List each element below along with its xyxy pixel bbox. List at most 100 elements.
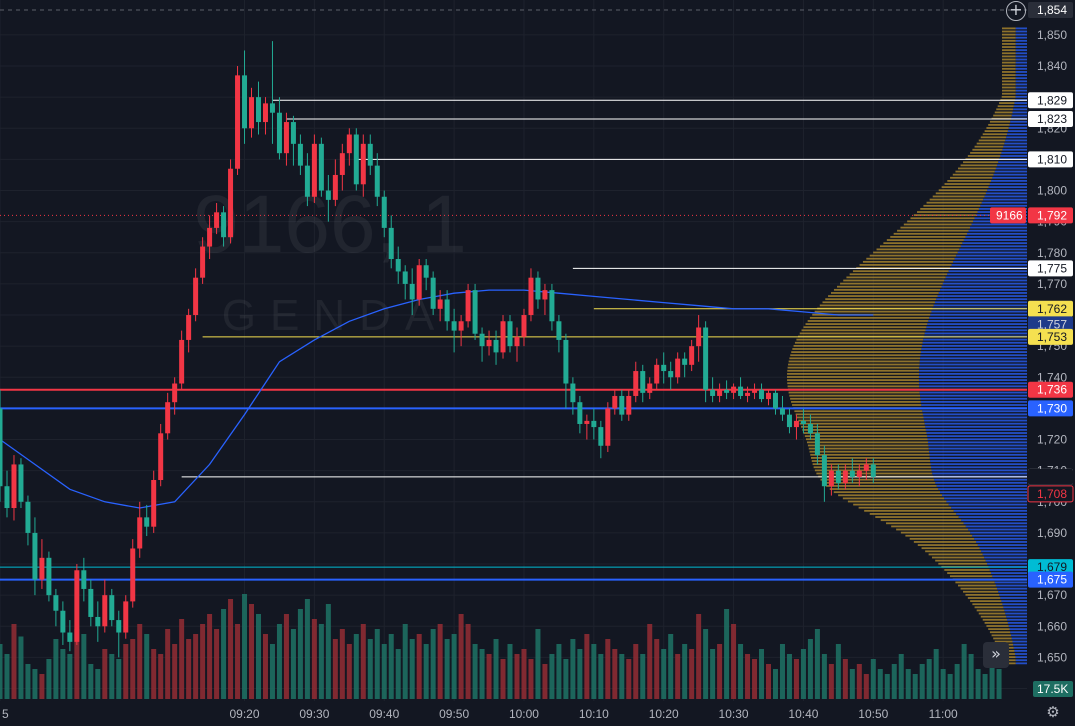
volume-profile-bar [793, 344, 922, 347]
volume-profile-bar-blue [1011, 637, 1027, 640]
volume-profile-bar-blue [970, 531, 1027, 534]
volume-profile-bar-blue [984, 195, 1027, 198]
volume-profile-bar-blue [1007, 618, 1027, 621]
volume-profile-bar [833, 491, 941, 494]
volume-profile-bar [944, 569, 990, 571]
volume-bar [591, 644, 597, 699]
volume-profile-bar-blue [1015, 95, 1027, 98]
volume-profile-bar-blue [1013, 108, 1027, 111]
volume-profile-bar [820, 478, 935, 481]
volume-bar [360, 624, 366, 699]
level-price-tag-bg [1028, 260, 1073, 277]
volume-bar [144, 634, 150, 699]
volume-profile-bar [828, 295, 938, 297]
volume-bar [556, 644, 562, 699]
volume-bar [912, 674, 918, 699]
candle-body [486, 339, 492, 347]
volume-bar [814, 629, 820, 699]
settings-gear-icon[interactable]: ⚙ [1046, 703, 1060, 721]
volume-bar [549, 654, 555, 699]
volume-profile-bar [960, 164, 998, 167]
candle-body [416, 265, 422, 300]
level-price-tag: 1,675 [1037, 573, 1067, 587]
volume-profile-bar-blue [1015, 67, 1027, 70]
volume-bar [311, 619, 317, 699]
volume-profile-bar [986, 625, 1009, 627]
volume-profile-bar [883, 242, 963, 245]
time-tick-label: 10:10 [579, 707, 609, 721]
candle-body [528, 277, 534, 316]
level-price-tag-bg [1028, 381, 1073, 398]
candle-body [179, 339, 185, 384]
volume-bar [807, 639, 813, 699]
volume-bar [214, 629, 220, 699]
volume-bar [759, 649, 765, 699]
volume-bar [926, 659, 932, 699]
volume-bar [647, 624, 653, 699]
volume-axis-tag: 17.5K [1037, 682, 1068, 696]
volume-bar [381, 644, 387, 699]
volume-profile-bar [840, 282, 943, 285]
candle-body [661, 364, 667, 372]
candle-body [276, 112, 282, 154]
volume-bar [437, 624, 443, 699]
volume-profile-bar-blue [966, 232, 1027, 235]
volume-profile-bar [913, 541, 977, 543]
volume-profile-bar-blue [1007, 133, 1027, 136]
candle-body [283, 122, 289, 154]
volume-profile-bar [886, 239, 964, 241]
volume-profile-bar-blue [1014, 649, 1027, 652]
volume-bar [710, 649, 716, 699]
volume-profile-bar-blue [1009, 628, 1027, 631]
volume-profile-bar-blue [927, 438, 1027, 441]
time-axis[interactable]: 5 09:20 09:30 09:40 09:50 10:00 10:10 10:20 10:3… [0, 701, 1075, 726]
candle-body [0, 408, 3, 487]
volume-profile-bar-blue [960, 245, 1027, 248]
volume-profile-bar-blue [925, 429, 1027, 431]
volume-profile-bar [830, 292, 939, 294]
volume-bar [39, 674, 45, 699]
volume-profile-bar [808, 447, 929, 450]
candle-body [479, 333, 485, 347]
volume-bar [255, 614, 261, 699]
volume-profile-bar [978, 612, 1006, 615]
candle-body [186, 315, 192, 340]
add-alert-plus-icon[interactable]: + [1006, 1, 1026, 21]
volume-bar [25, 664, 31, 699]
volume-bar [458, 614, 464, 699]
volume-profile-bar-blue [919, 366, 1027, 369]
candle-body [262, 103, 268, 123]
volume-bar [752, 659, 758, 699]
volume-profile-bar [788, 391, 920, 394]
volume-profile-bar [862, 260, 954, 263]
volume-profile-bar [999, 102, 1015, 104]
volume-bar [95, 669, 101, 699]
candle-body [605, 408, 611, 446]
level-price-tag: 1,679 [1037, 560, 1067, 574]
candle-body [717, 389, 723, 396]
volume-profile-bar-blue [944, 497, 1027, 500]
volume-profile-bar [1002, 92, 1016, 95]
volume-bar [11, 624, 17, 699]
volume-profile-bar-blue [920, 394, 1027, 397]
candle-body [74, 570, 80, 642]
volume-profile-bar [787, 379, 920, 382]
volume-profile-bar-blue [1001, 151, 1027, 154]
volume-bar [228, 599, 234, 699]
volume-profile-bar-blue [923, 338, 1027, 341]
volume-profile-bar-blue [941, 285, 1027, 288]
volume-profile-bar-blue [933, 304, 1027, 307]
candle-body [745, 392, 751, 396]
volume-profile-bar-blue [1015, 659, 1027, 662]
price-tick-label: 1,660 [1037, 619, 1067, 633]
volume-bar [262, 634, 268, 699]
level-price-tag: 1,810 [1037, 152, 1067, 166]
volume-profile-bar-blue [920, 357, 1027, 360]
volume-profile-bar-blue [919, 391, 1027, 394]
volume-bar [430, 629, 436, 699]
volume-profile-bar-blue [958, 516, 1027, 518]
volume-bar [242, 594, 248, 699]
scroll-to-realtime-button[interactable]: » [983, 642, 1009, 668]
volume-profile-bar [890, 236, 966, 238]
